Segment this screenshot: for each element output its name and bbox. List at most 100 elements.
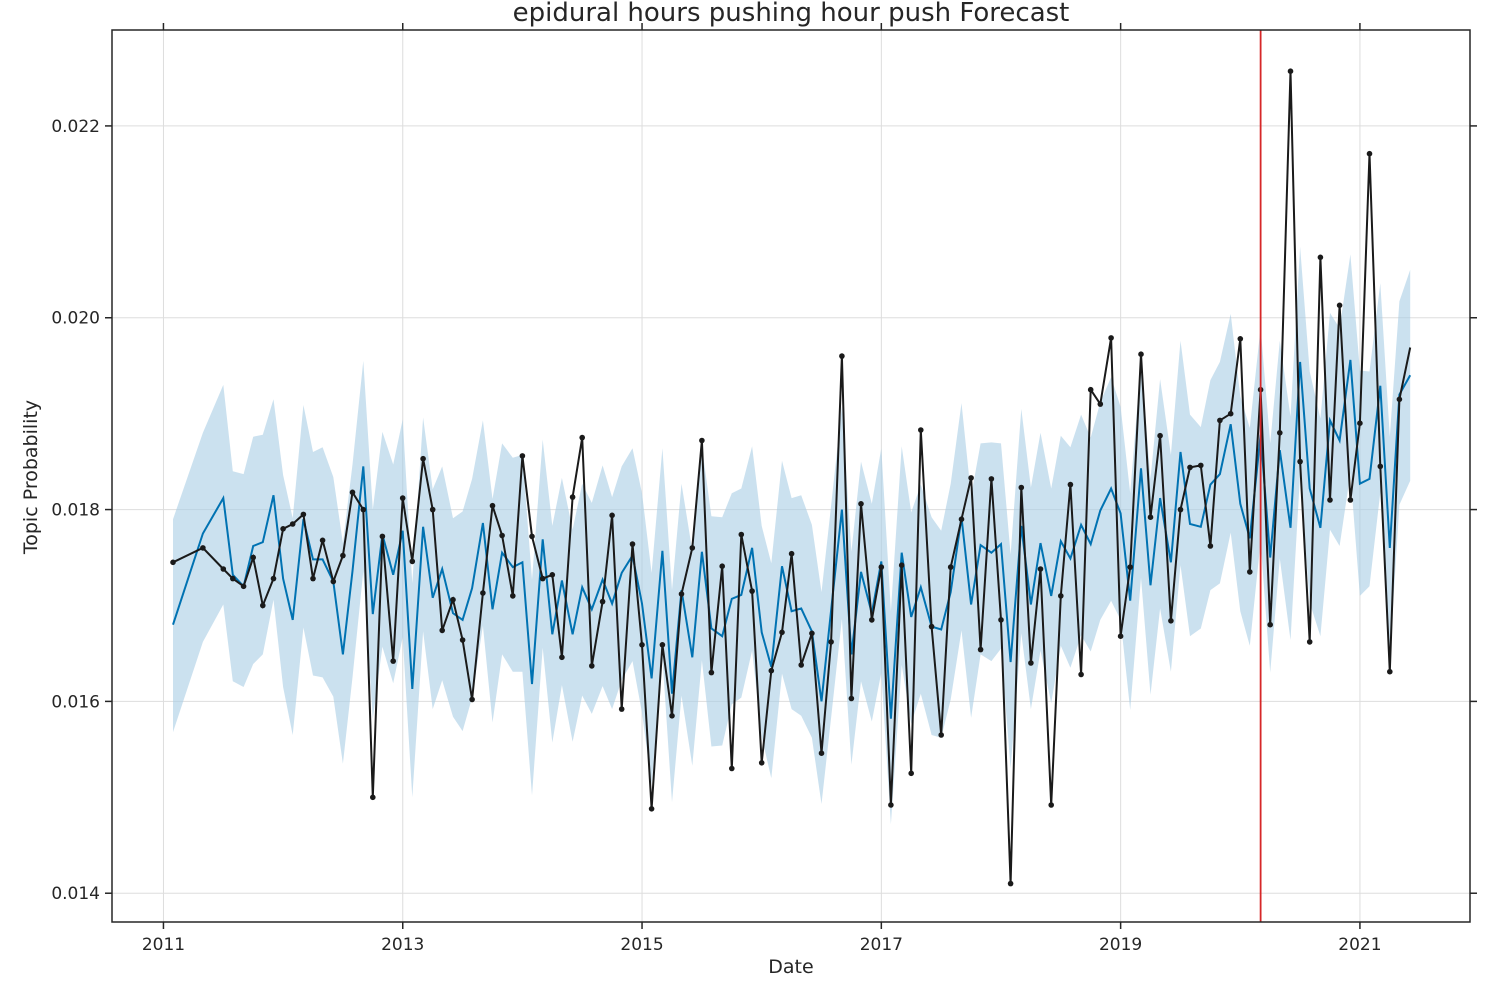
actual-point bbox=[1108, 335, 1114, 341]
actual-point bbox=[609, 512, 615, 519]
actual-point bbox=[848, 695, 855, 702]
y-tick-label: 0.020 bbox=[51, 309, 100, 329]
actual-point bbox=[1277, 430, 1283, 436]
actual-point bbox=[409, 558, 416, 565]
actual-point bbox=[499, 532, 505, 539]
actual-point bbox=[1037, 566, 1044, 572]
actual-point bbox=[1217, 417, 1223, 424]
actual-point bbox=[639, 642, 645, 648]
actual-point bbox=[340, 552, 346, 559]
actual-point bbox=[379, 533, 386, 540]
x-axis-label: Date bbox=[768, 956, 813, 978]
actual-point bbox=[1327, 497, 1333, 503]
actual-point bbox=[420, 455, 426, 462]
actual-point bbox=[310, 575, 316, 582]
x-tick-label: 2019 bbox=[1099, 935, 1142, 955]
actual-point bbox=[1028, 660, 1034, 666]
actual-point bbox=[360, 506, 367, 513]
actual-point bbox=[429, 506, 436, 513]
actual-point bbox=[289, 521, 296, 527]
actual-line bbox=[172, 71, 1412, 884]
chart-title: epidural hours pushing hour push Forecas… bbox=[513, 0, 1070, 28]
actual-point bbox=[450, 596, 456, 603]
actual-point bbox=[1387, 668, 1393, 675]
actual-point bbox=[559, 654, 565, 661]
actual-point bbox=[589, 663, 595, 669]
actual-point bbox=[1237, 336, 1244, 342]
actual-point bbox=[648, 806, 655, 812]
actual-point bbox=[898, 562, 905, 568]
actual-point bbox=[300, 511, 307, 518]
actual-point bbox=[390, 658, 397, 664]
actual-point bbox=[828, 639, 834, 645]
x-tick-label: 2011 bbox=[142, 935, 185, 955]
actual-point bbox=[1067, 481, 1074, 488]
actual-point bbox=[1247, 569, 1253, 575]
y-tick-label: 0.016 bbox=[51, 692, 100, 712]
actual-point bbox=[1168, 618, 1174, 624]
actual-point bbox=[758, 760, 765, 766]
actual-point bbox=[818, 750, 825, 756]
actual-point bbox=[1357, 420, 1363, 427]
forecast-line bbox=[172, 359, 1412, 719]
actual-point bbox=[1227, 410, 1234, 417]
actual-point bbox=[1267, 621, 1273, 628]
actual-point bbox=[719, 563, 725, 569]
actual-point bbox=[1207, 543, 1214, 549]
actual-point bbox=[988, 476, 995, 482]
actual-point bbox=[1117, 633, 1124, 639]
actual-point bbox=[858, 501, 864, 507]
actual-point bbox=[459, 637, 466, 643]
actual-point bbox=[549, 572, 556, 578]
actual-point bbox=[1157, 432, 1163, 439]
actual-point bbox=[768, 667, 775, 674]
actual-point bbox=[968, 475, 974, 481]
actual-point bbox=[319, 537, 326, 544]
actual-point bbox=[1306, 639, 1313, 645]
actual-point bbox=[539, 575, 546, 582]
actual-point bbox=[399, 495, 406, 501]
actual-point bbox=[529, 533, 535, 540]
actual-point bbox=[1366, 150, 1373, 157]
actual-point bbox=[708, 669, 715, 676]
actual-point bbox=[669, 713, 675, 719]
actual-point bbox=[1018, 484, 1025, 491]
actual-point bbox=[519, 453, 526, 459]
actual-point bbox=[928, 623, 935, 630]
actual-point bbox=[250, 554, 256, 561]
x-tick-label: 2015 bbox=[620, 935, 663, 955]
actual-point bbox=[878, 564, 885, 570]
actual-point bbox=[918, 427, 924, 433]
x-tick-label: 2013 bbox=[381, 935, 424, 955]
actual-point bbox=[200, 545, 206, 551]
actual-point bbox=[958, 516, 965, 522]
actual-point bbox=[1336, 302, 1343, 309]
actual-point bbox=[330, 578, 337, 585]
actual-point bbox=[280, 526, 286, 532]
actual-point bbox=[738, 531, 745, 538]
actual-point bbox=[170, 559, 176, 566]
actual-point bbox=[260, 602, 266, 609]
actual-point bbox=[729, 765, 735, 772]
actual-point bbox=[998, 617, 1004, 623]
actual-point bbox=[240, 583, 247, 590]
actual-point bbox=[809, 630, 815, 637]
actual-point bbox=[1317, 254, 1324, 261]
actual-point bbox=[1058, 593, 1064, 599]
y-tick-label: 0.014 bbox=[51, 884, 100, 904]
actual-point bbox=[599, 598, 606, 605]
actual-point bbox=[699, 437, 705, 444]
actual-point bbox=[1377, 463, 1384, 470]
actual-point bbox=[947, 564, 954, 570]
actual-point bbox=[678, 591, 685, 597]
actual-point bbox=[1048, 802, 1054, 808]
x-axis-ticks: 2011 2013 2015 2017 2019 2021 bbox=[142, 23, 1382, 955]
actual-point bbox=[579, 434, 585, 441]
actual-point bbox=[779, 629, 785, 636]
plot-frame bbox=[111, 29, 1471, 923]
actual-point bbox=[1097, 401, 1104, 407]
uncertainty-interval-band bbox=[173, 246, 1411, 825]
y-tick-label: 0.018 bbox=[51, 501, 100, 521]
x-tick-label: 2021 bbox=[1338, 935, 1381, 955]
